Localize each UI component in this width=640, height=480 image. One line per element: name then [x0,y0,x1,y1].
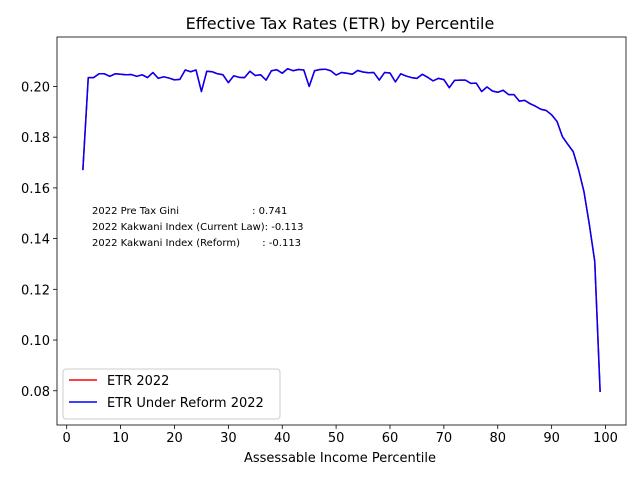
x-tick-label: 80 [489,431,506,446]
plot-frame [56,36,627,426]
x-tick-label: 30 [220,431,237,446]
y-tick-label: 0.12 [21,283,50,298]
legend: ETR 2022 ETR Under Reform 2022 [62,368,281,420]
y-tick-label: 0.18 [21,131,50,146]
annotation-kakwani-current-law: 2022 Kakwani Index (Current Law): -0.113 [92,222,303,233]
x-tick-label: 90 [543,431,560,446]
x-tick-label: 20 [166,431,183,446]
y-tick-label: 0.20 [21,80,50,95]
x-tick-label: 0 [63,431,71,446]
legend-label-etr-under-reform-2022: ETR Under Reform 2022 [107,396,264,411]
annotation-block: 2022 Pre Tax Gini : 0.741 2022 Kakwani I… [92,206,303,249]
y-tick-label: 0.16 [21,182,50,197]
x-tick-label: 70 [436,431,453,446]
legend-box [62,368,281,420]
x-tick-label: 60 [382,431,399,446]
series-layer [82,67,601,393]
y-tick-label: 0.10 [21,334,50,349]
x-tick-label: 100 [593,431,618,446]
y-tick-label: 0.08 [21,385,50,400]
x-tick-label: 10 [112,431,129,446]
chart-title: Effective Tax Rates (ETR) by Percentile [186,14,495,33]
x-tick-label: 40 [274,431,291,446]
y-tick-label: 0.14 [21,233,50,248]
series-line-etr-under-reform-2022 [82,67,601,393]
legend-label-etr-2022: ETR 2022 [107,374,169,389]
axes-layer: 0 10 20 30 40 50 60 70 80 90 100 0.08 0.10 0.12 0.14 0.… [21,36,627,446]
x-axis-label: Assessable Income Percentile [244,451,436,466]
annotation-kakwani-reform: 2022 Kakwani Index (Reform) : -0.113 [92,238,301,249]
x-tick-label: 50 [328,431,345,446]
annotation-pre-tax-gini: 2022 Pre Tax Gini : 0.741 [92,206,287,217]
